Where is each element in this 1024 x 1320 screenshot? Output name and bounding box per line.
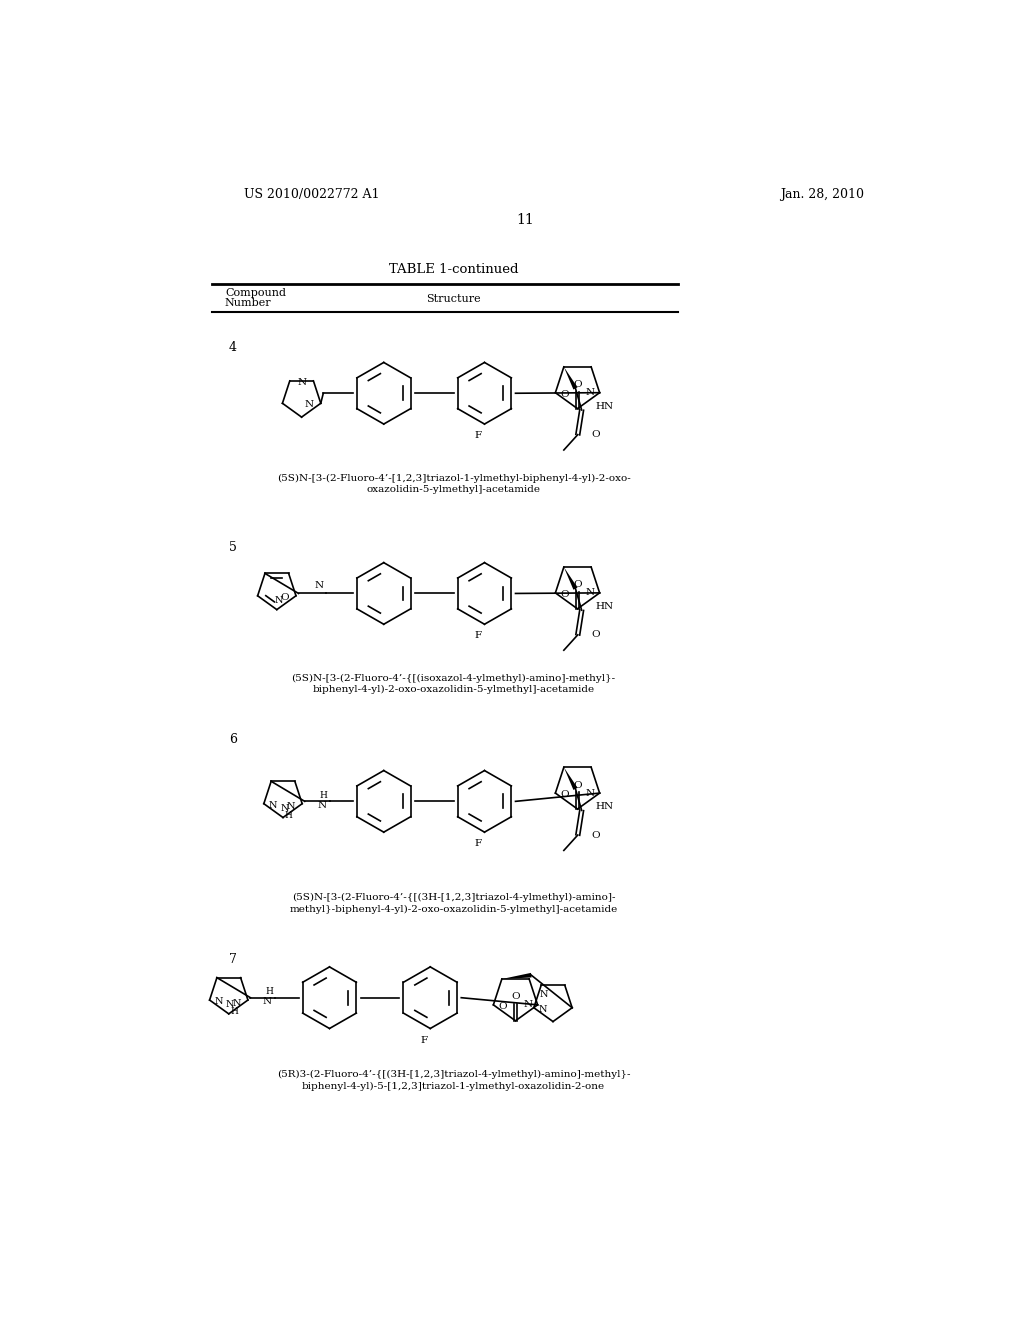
Text: F: F [475, 432, 482, 440]
Text: methyl}-biphenyl-4-yl)-2-oxo-oxazolidin-5-ylmethyl]-acetamide: methyl}-biphenyl-4-yl)-2-oxo-oxazolidin-… [290, 904, 617, 913]
Text: Jan. 28, 2010: Jan. 28, 2010 [780, 187, 864, 201]
Text: O: O [511, 991, 520, 1001]
Text: O: O [573, 780, 582, 789]
Text: N: N [226, 1001, 234, 1008]
Text: H: H [265, 987, 273, 997]
Text: O: O [560, 791, 569, 799]
Text: biphenyl-4-yl)-5-[1,2,3]triazol-1-ylmethyl-oxazolidin-2-one: biphenyl-4-yl)-5-[1,2,3]triazol-1-ylmeth… [302, 1081, 605, 1090]
Text: biphenyl-4-yl)-2-oxo-oxazolidin-5-ylmethyl]-acetamide: biphenyl-4-yl)-2-oxo-oxazolidin-5-ylmeth… [312, 685, 595, 694]
Text: (5S)N-[3-(2-Fluoro-4’-{[(isoxazol-4-ylmethyl)-amino]-methyl}-: (5S)N-[3-(2-Fluoro-4’-{[(isoxazol-4-ylme… [292, 673, 615, 682]
Text: Number: Number [225, 298, 271, 308]
Text: HN: HN [596, 401, 613, 411]
Text: HN: HN [596, 803, 613, 810]
Text: O: O [592, 430, 600, 440]
Text: O: O [560, 389, 569, 399]
Text: (5S)N-[3-(2-Fluoro-4’-[1,2,3]triazol-1-ylmethyl-biphenyl-4-yl)-2-oxo-: (5S)N-[3-(2-Fluoro-4’-[1,2,3]triazol-1-y… [276, 474, 631, 483]
Text: N: N [317, 801, 327, 809]
Text: N: N [287, 803, 296, 812]
Text: N: N [297, 378, 306, 387]
Polygon shape [564, 568, 578, 590]
Text: 6: 6 [228, 733, 237, 746]
Text: N: N [540, 990, 549, 999]
Text: O: O [560, 590, 569, 599]
Text: O: O [573, 581, 582, 590]
Text: N: N [263, 997, 272, 1006]
Text: O: O [592, 830, 600, 840]
Text: N: N [586, 589, 595, 598]
Text: 11: 11 [516, 213, 534, 227]
Text: N: N [523, 1001, 532, 1010]
Text: F: F [475, 631, 482, 640]
Text: O: O [573, 380, 582, 389]
Text: TABLE 1-continued: TABLE 1-continued [389, 263, 518, 276]
Text: H: H [230, 1007, 238, 1016]
Text: oxazolidin-5-ylmethyl]-acetamide: oxazolidin-5-ylmethyl]-acetamide [367, 484, 541, 494]
Text: H: H [319, 791, 328, 800]
Text: F: F [421, 1036, 428, 1044]
Text: N: N [586, 388, 595, 397]
Text: N: N [232, 999, 242, 1007]
Text: O: O [281, 593, 290, 602]
Text: Structure: Structure [426, 293, 481, 304]
Text: HN: HN [596, 602, 613, 611]
Text: N: N [586, 788, 595, 797]
Text: N: N [304, 400, 313, 409]
Text: O: O [592, 631, 600, 639]
Text: F: F [475, 840, 482, 849]
Text: N: N [314, 581, 324, 590]
Text: (5R)3-(2-Fluoro-4’-{[(3H-[1,2,3]triazol-4-ylmethyl)-amino]-methyl}-: (5R)3-(2-Fluoro-4’-{[(3H-[1,2,3]triazol-… [276, 1071, 630, 1080]
Text: H: H [285, 810, 292, 820]
Text: 5: 5 [228, 541, 237, 554]
Text: N: N [281, 804, 289, 813]
Text: Compound: Compound [225, 288, 286, 298]
Text: 7: 7 [228, 953, 237, 966]
Text: N: N [269, 801, 278, 809]
Text: 4: 4 [228, 341, 237, 354]
Text: (5S)N-[3-(2-Fluoro-4’-{[(3H-[1,2,3]triazol-4-ylmethyl)-amino]-: (5S)N-[3-(2-Fluoro-4’-{[(3H-[1,2,3]triaz… [292, 894, 615, 902]
Text: N: N [215, 997, 223, 1006]
Text: N: N [274, 595, 283, 605]
Text: O: O [499, 1002, 507, 1011]
Text: N: N [539, 1005, 548, 1014]
Polygon shape [502, 973, 531, 979]
Text: US 2010/0022772 A1: US 2010/0022772 A1 [245, 187, 380, 201]
Polygon shape [564, 367, 578, 389]
Polygon shape [564, 767, 578, 789]
